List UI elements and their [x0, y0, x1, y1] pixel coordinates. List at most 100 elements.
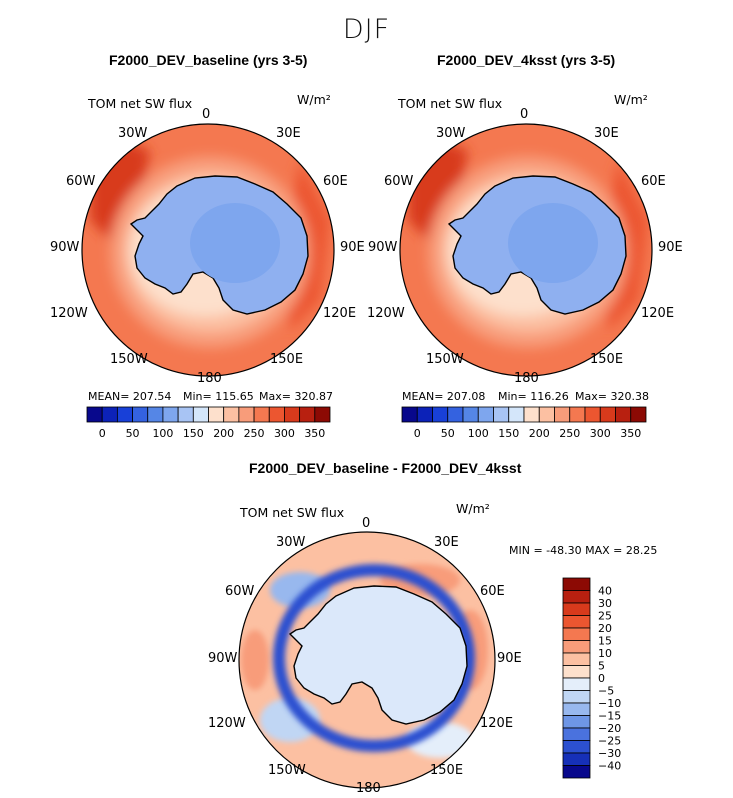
colorbar-swatch — [101, 406, 118, 423]
lon-label: 60E — [480, 584, 505, 599]
lon-label: 180 — [197, 371, 222, 386]
lon-label: 90W — [208, 651, 238, 666]
lon-label: 180 — [356, 781, 381, 796]
colorbar-swatch — [162, 406, 179, 423]
lon-label: 30E — [594, 126, 619, 141]
panel-title-difference: F2000_DEV_baseline - F2000_DEV_4ksst — [249, 460, 522, 476]
colorbar-swatch — [253, 406, 270, 423]
colorbar-tick: 30 — [598, 597, 612, 610]
colorbar-tick: 250 — [244, 427, 265, 440]
colorbar-tick: −20 — [598, 722, 621, 735]
stat-max: Max= 320.38 — [575, 390, 649, 403]
colorbar-swatch — [223, 406, 240, 423]
colorbar-tick: 300 — [590, 427, 611, 440]
colorbar-tick: −10 — [598, 697, 621, 710]
panel-units: W/m² — [456, 501, 490, 516]
lon-label: 90W — [50, 240, 80, 255]
panel-variable-label: TOM net SW flux — [240, 505, 345, 520]
lon-label: 30E — [276, 126, 301, 141]
lon-label: 60E — [323, 174, 348, 189]
map-panel-baseline — [81, 123, 335, 377]
lon-label: 150W — [110, 352, 148, 367]
colorbar-tick: 200 — [529, 427, 550, 440]
lon-label: 120E — [480, 716, 514, 731]
colorbar-swatch — [615, 406, 632, 423]
colorbar-swatch — [562, 740, 591, 754]
colorbar-tick: −25 — [598, 735, 621, 748]
colorbar-swatch — [562, 677, 591, 691]
lon-label: 120W — [208, 716, 246, 731]
colorbar-swatch — [132, 406, 149, 423]
colorbar-swatch — [238, 406, 255, 423]
lon-label: 150W — [426, 352, 464, 367]
colorbar-swatch — [584, 406, 601, 423]
colorbar-swatch — [562, 727, 591, 741]
colorbar-tick: −15 — [598, 710, 621, 723]
colorbar-swatch — [562, 590, 591, 604]
lon-label: 30W — [436, 126, 466, 141]
colorbar-tick: −5 — [598, 685, 614, 698]
colorbar-swatch — [401, 406, 418, 423]
lon-label: 60W — [225, 584, 255, 599]
stat-min: Min= 116.26 — [498, 390, 569, 403]
map-panel-4ksst — [399, 123, 653, 377]
lon-label: 90E — [658, 240, 683, 255]
colorbar-panel-2: 0 50 100 150 200 250 300 350 — [401, 406, 647, 440]
colorbar-swatch — [477, 406, 494, 423]
stat-mean: MEAN= 207.08 — [402, 390, 486, 403]
colorbar-tick: 50 — [441, 427, 455, 440]
colorbar-tick: 15 — [598, 635, 612, 648]
figure-title: DJF — [342, 14, 391, 45]
colorbar-swatch — [562, 640, 591, 654]
colorbar-swatch — [462, 406, 479, 423]
colorbar-swatch — [562, 665, 591, 679]
colorbar-tick: 0 — [598, 672, 605, 685]
colorbar-swatch — [562, 577, 591, 591]
colorbar-tick: 40 — [598, 585, 612, 598]
panel-title-4ksst: F2000_DEV_4ksst (yrs 3-5) — [437, 52, 616, 68]
lon-label: 90E — [340, 240, 365, 255]
colorbar-tick: 100 — [152, 427, 173, 440]
lon-label: 0 — [202, 107, 211, 122]
stat-min: Min= 115.65 — [183, 390, 254, 403]
colorbar-swatch — [562, 615, 591, 629]
colorbar-tick: 5 — [598, 660, 605, 673]
lon-label: 120E — [323, 306, 357, 321]
panel-title-baseline: F2000_DEV_baseline (yrs 3-5) — [109, 52, 308, 68]
lon-label: 60E — [641, 174, 666, 189]
colorbar-swatch — [447, 406, 464, 423]
colorbar-swatch — [562, 652, 591, 666]
lon-label: 30E — [434, 535, 459, 550]
panel-units: W/m² — [614, 92, 648, 107]
colorbar-swatch — [562, 602, 591, 616]
colorbar-tick: 150 — [183, 427, 204, 440]
lon-label: 60W — [384, 174, 414, 189]
stat-minmax: MIN = -48.30 MAX = 28.25 — [509, 544, 658, 557]
colorbar-swatch — [268, 406, 285, 423]
colorbar-tick: 300 — [274, 427, 295, 440]
colorbar-tick: 100 — [468, 427, 489, 440]
colorbar-tick: 25 — [598, 610, 612, 623]
colorbar-swatch — [562, 752, 591, 766]
colorbar-swatch — [208, 406, 225, 423]
colorbar-swatch — [86, 406, 103, 423]
lon-label: 120E — [641, 306, 675, 321]
colorbar-tick: 20 — [598, 622, 612, 635]
colorbar-swatch — [508, 406, 525, 423]
colorbar-swatch — [569, 406, 586, 423]
colorbar-swatch — [630, 406, 647, 423]
lon-label: 90E — [497, 651, 522, 666]
lon-label: 30W — [276, 535, 306, 550]
lon-label: 150W — [268, 763, 306, 778]
colorbar-swatch — [284, 406, 301, 423]
panel-variable-label: TOM net SW flux — [88, 96, 193, 111]
lon-label: 150E — [270, 352, 304, 367]
lon-label: 120W — [50, 306, 88, 321]
colorbar-tick: 0 — [99, 427, 106, 440]
colorbar-swatch — [416, 406, 433, 423]
colorbar-swatch — [314, 406, 331, 423]
colorbar-swatch — [299, 406, 316, 423]
colorbar-swatch — [562, 765, 591, 779]
colorbar-swatch — [538, 406, 555, 423]
